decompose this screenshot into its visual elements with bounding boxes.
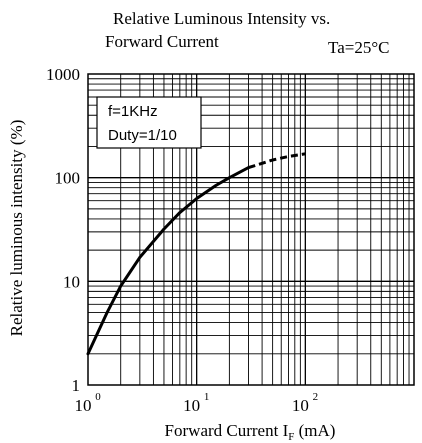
- x-tick-exponent: 1: [204, 391, 210, 403]
- plot-frame: [87, 73, 415, 386]
- plot-border: [87, 73, 415, 386]
- x-tick-label: 10: [75, 396, 92, 415]
- annotation-duty: Duty=1/10: [108, 127, 177, 144]
- y-tick-labels: 1 10 100 1000: [46, 65, 80, 395]
- curve-measured-solid: [86, 166, 250, 356]
- x-tick-exponent: 0: [95, 391, 101, 403]
- y-tick-label: 10: [63, 272, 80, 291]
- x-tick-labels: 10 0 10 1 10 2: [75, 391, 319, 415]
- chart-title-line2: Forward Current: [105, 32, 219, 51]
- x-tick-label: 10: [292, 396, 309, 415]
- y-tick-label: 1000: [46, 65, 80, 84]
- series-layer: [86, 152, 306, 356]
- condition-label: Ta=25°C: [328, 38, 389, 57]
- curve-extrapolated-dashed: [248, 152, 306, 170]
- x-axis-label: Forward Current IF (mA): [165, 421, 336, 443]
- chart-title-line1: Relative Luminous Intensity vs.: [113, 9, 330, 28]
- y-axis-label: Relative luminous intensity (%): [7, 120, 26, 337]
- annotation-frequency: f=1KHz: [108, 103, 158, 120]
- y-tick-label: 100: [55, 169, 81, 188]
- y-tick-label: 1: [72, 376, 81, 395]
- x-tick-exponent: 2: [313, 391, 319, 403]
- annotation-box: f=1KHz Duty=1/10: [96, 96, 202, 149]
- x-tick-label: 10: [183, 396, 200, 415]
